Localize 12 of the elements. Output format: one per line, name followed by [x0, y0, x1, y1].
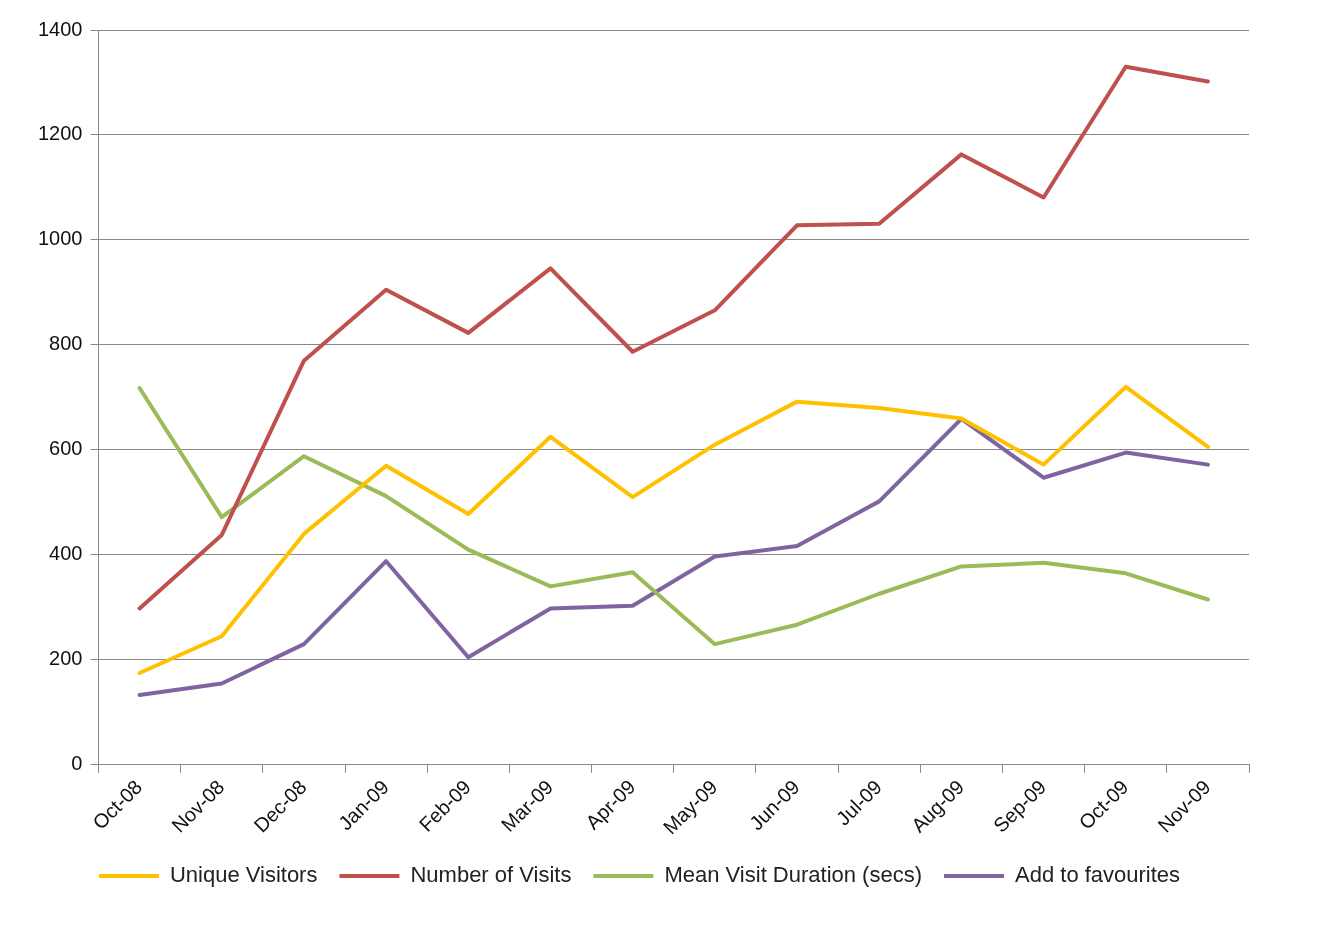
- legend-label: Add to favourites: [1015, 862, 1181, 888]
- y-tick-label: 1400: [37, 17, 83, 40]
- y-tick-label: 800: [49, 332, 83, 355]
- legend-label: Number of Visits: [410, 862, 572, 888]
- legend-label: Unique Visitors: [169, 862, 318, 888]
- y-tick-label: 600: [49, 437, 83, 460]
- y-tick-label: 1200: [37, 122, 83, 145]
- y-tick-label: 200: [49, 647, 83, 670]
- legend-label: Mean Visit Duration (secs): [664, 862, 923, 888]
- y-tick-label: 400: [49, 542, 83, 565]
- y-tick-label: 1000: [37, 227, 83, 250]
- y-tick-label: 0: [71, 752, 83, 775]
